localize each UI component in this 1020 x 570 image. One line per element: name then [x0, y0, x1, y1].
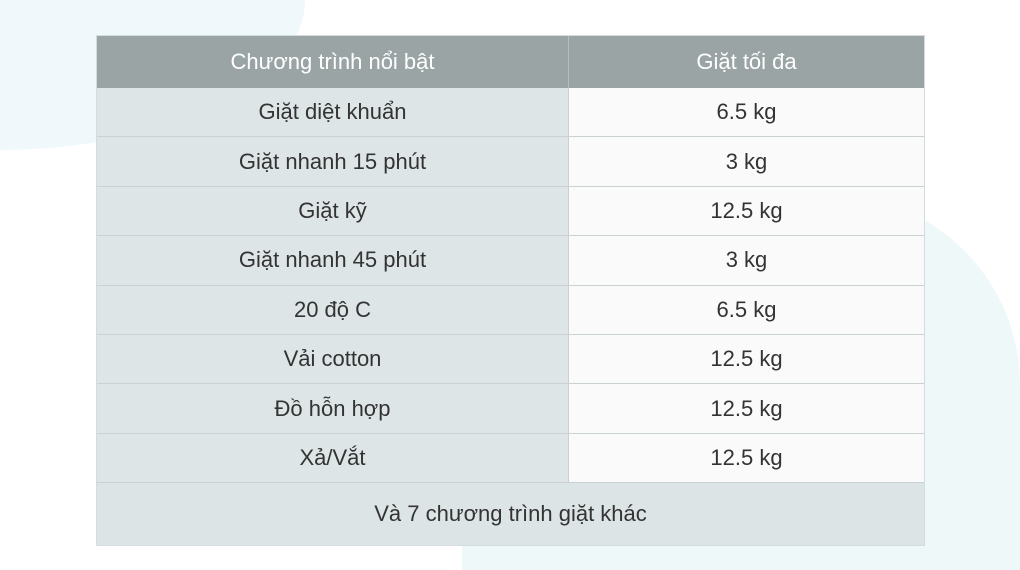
table-row: Giặt diệt khuẩn 6.5 kg [97, 88, 924, 138]
max-load-cell: 3 kg [569, 236, 924, 285]
max-load-cell: 12.5 kg [569, 334, 924, 384]
program-cell: Giặt nhanh 45 phút [97, 236, 569, 285]
max-load-cell: 12.5 kg [569, 433, 924, 483]
programs-table: Chương trình nổi bật Giặt tối đa Giặt di… [96, 35, 925, 547]
table-row: Giặt nhanh 15 phút 3 kg [97, 137, 924, 187]
max-load-cell: 3 kg [569, 137, 924, 186]
max-load-cell: 12.5 kg [569, 384, 924, 433]
header-program: Chương trình nổi bật [97, 36, 569, 88]
table-header: Chương trình nổi bật Giặt tối đa [97, 36, 924, 88]
max-load-cell: 6.5 kg [569, 88, 924, 137]
table-row: Đồ hỗn hợp 12.5 kg [97, 384, 924, 434]
max-load-cell: 6.5 kg [569, 285, 924, 334]
table-row: Giặt nhanh 45 phút 3 kg [97, 236, 924, 286]
program-cell: Giặt kỹ [97, 186, 569, 236]
program-cell: 20 độ C [97, 285, 569, 334]
max-load-cell: 12.5 kg [569, 186, 924, 236]
program-cell: Đồ hỗn hợp [97, 384, 569, 433]
program-cell: Xả/Vắt [97, 433, 569, 483]
table-row: 20 độ C 6.5 kg [97, 285, 924, 335]
table-body: Giặt diệt khuẩn 6.5 kg Giặt nhanh 15 phút 3… [97, 88, 924, 484]
program-cell: Giặt nhanh 15 phút [97, 137, 569, 186]
table-row: Giặt kỹ 12.5 kg [97, 186, 924, 237]
header-max-load: Giặt tối đa [696, 49, 797, 74]
program-cell: Vải cotton [97, 334, 569, 384]
table-row: Xả/Vắt 12.5 kg [97, 433, 924, 484]
table-footer: Và 7 chương trình giặt khác [97, 483, 924, 546]
table-row: Vải cotton 12.5 kg [97, 334, 924, 385]
program-cell: Giặt diệt khuẩn [97, 88, 569, 137]
